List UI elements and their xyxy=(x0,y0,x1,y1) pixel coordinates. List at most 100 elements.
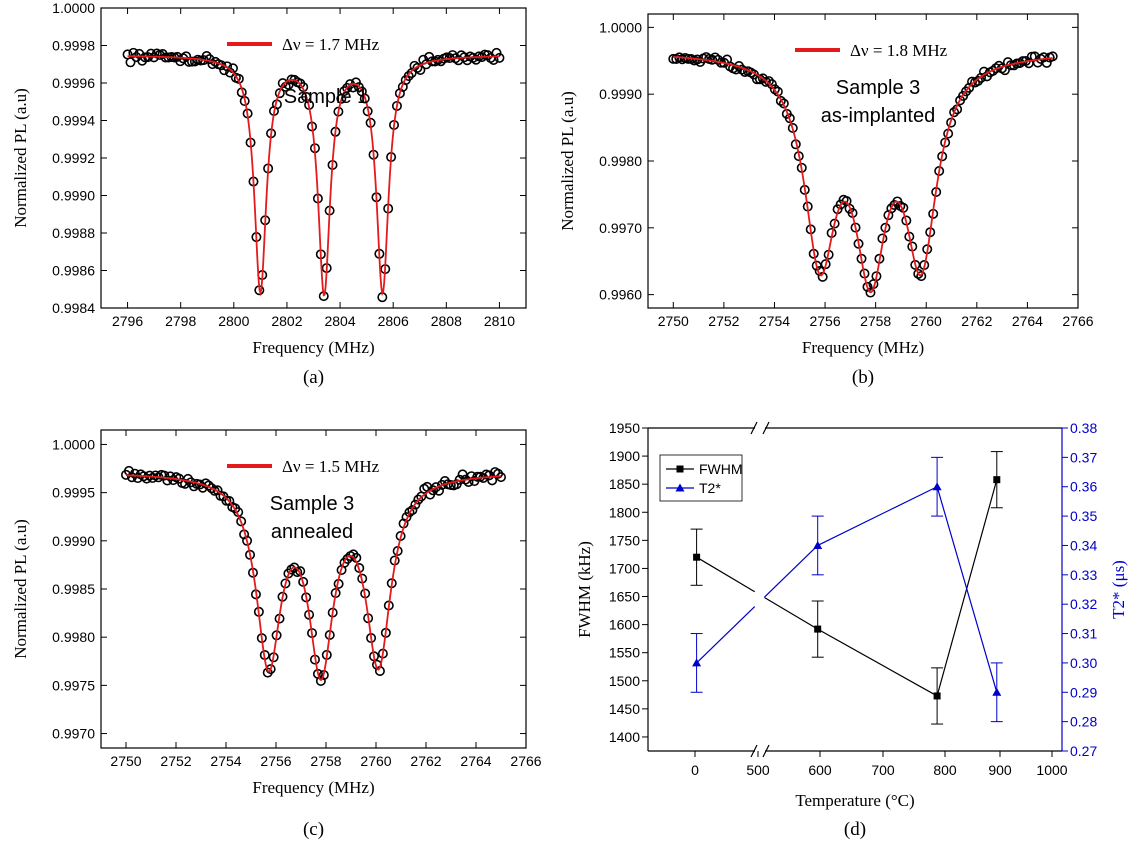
y2-tick-label: 0.36 xyxy=(1070,479,1097,495)
data-point xyxy=(993,476,1000,483)
y-axis-label: FWHM (kHz) xyxy=(575,541,594,638)
panel-label: (d) xyxy=(844,819,866,840)
x-tick-label: 2754 xyxy=(759,313,790,329)
y-tick-label: 1850 xyxy=(609,476,640,492)
series-line xyxy=(818,629,937,696)
y-tick-label: 0.9986 xyxy=(52,263,95,279)
x-tick-label: 600 xyxy=(808,762,832,778)
x-tick-label: 1000 xyxy=(1036,762,1067,778)
x-tick-label: 2808 xyxy=(431,313,462,329)
data-point xyxy=(814,626,821,633)
legend-label: T2* xyxy=(699,480,721,496)
y-tick-label: 0.9988 xyxy=(52,225,95,241)
y2-tick-label: 0.28 xyxy=(1070,714,1097,730)
data-point xyxy=(813,541,822,549)
resonance-panel-3: 2750 2752 2754 2756 2758 2760 2762 2764 27660.99… xyxy=(11,430,542,840)
y-tick-label: 1450 xyxy=(609,701,640,717)
sample-annotation: Sample 3 xyxy=(836,77,921,99)
y-tick-label: 1950 xyxy=(609,420,640,436)
legend-label: FWHM xyxy=(699,461,743,477)
y-tick-label: 1400 xyxy=(609,729,640,745)
y2-tick-label: 0.32 xyxy=(1070,596,1097,612)
y2-tick-label: 0.38 xyxy=(1070,420,1097,436)
x-tick-label: 2810 xyxy=(484,313,515,329)
legend-marker xyxy=(677,466,684,473)
x-tick-label: 2766 xyxy=(1062,313,1093,329)
y-axis-label: Normalized PL (a.u) xyxy=(558,91,577,231)
y-axis-label: Normalized PL (a.u) xyxy=(11,519,30,659)
y-tick-label: 1.0000 xyxy=(52,436,95,452)
y2-tick-label: 0.34 xyxy=(1070,537,1097,553)
data-point xyxy=(992,688,1001,696)
series-line xyxy=(697,557,755,592)
y-tick-label: 0.9992 xyxy=(52,150,95,166)
y-tick-label: 1550 xyxy=(609,645,640,661)
y2-tick-label: 0.31 xyxy=(1070,626,1097,642)
x-axis-label: Temperature (°C) xyxy=(795,791,914,810)
series-line xyxy=(764,545,817,597)
y-tick-label: 0.9990 xyxy=(52,188,95,204)
x-tick-label: 2752 xyxy=(160,753,191,769)
x-tick-label: 2806 xyxy=(378,313,409,329)
x-tick-label: 700 xyxy=(871,762,895,778)
resonance-panel-1: 2796 2798 2800 2802 2804 2806 2808 2810 0.9984 0.… xyxy=(11,0,526,388)
y-tick-label: 0.9998 xyxy=(52,38,95,54)
sample-annotation: as-implanted xyxy=(821,105,936,127)
x-tick-label: 0 xyxy=(691,762,699,778)
temperature-panel: 0 500 600 700 800 900 100014001450150015501600… xyxy=(575,420,1128,840)
legend-label: Δν = 1.7 MHz xyxy=(282,35,380,54)
y-tick-label: 1650 xyxy=(609,589,640,605)
data-point xyxy=(933,482,942,490)
legend: FWHM T2* xyxy=(660,455,743,501)
x-tick-label: 2760 xyxy=(911,313,942,329)
x-tick-label: 2760 xyxy=(360,753,391,769)
y-tick-label: 1700 xyxy=(609,560,640,576)
x-tick-label: 900 xyxy=(988,762,1012,778)
x-tick-label: 2750 xyxy=(658,313,689,329)
data-point xyxy=(693,554,700,561)
x-tick-label: 2756 xyxy=(809,313,840,329)
y-tick-label: 0.9970 xyxy=(599,220,642,236)
y-tick-label: 1.0000 xyxy=(599,19,642,35)
x-tick-label: 2796 xyxy=(112,313,143,329)
y2-axis-label: T2* (μs) xyxy=(1109,560,1128,619)
x-tick-label: 2766 xyxy=(510,753,541,769)
x-tick-label: 2800 xyxy=(218,313,249,329)
x-tick-label: 2764 xyxy=(460,753,491,769)
series-line xyxy=(818,487,937,546)
x-tick-label: 2804 xyxy=(324,313,355,329)
x-tick-label: 2758 xyxy=(310,753,341,769)
y-tick-label: 0.9960 xyxy=(599,287,642,303)
x-tick-label: 2762 xyxy=(961,313,992,329)
y-tick-label: 0.9995 xyxy=(52,485,95,501)
x-tick-label: 500 xyxy=(746,762,770,778)
y-tick-label: 0.9970 xyxy=(52,726,95,742)
x-tick-label: 2756 xyxy=(260,753,291,769)
y-tick-label: 0.9980 xyxy=(52,629,95,645)
x-tick-label: 2752 xyxy=(708,313,739,329)
y2-tick-label: 0.33 xyxy=(1070,567,1097,583)
y2-tick-label: 0.35 xyxy=(1070,508,1097,524)
x-axis-label: Frequency (MHz) xyxy=(252,338,374,357)
y-tick-label: 1500 xyxy=(609,673,640,689)
y-tick-label: 1750 xyxy=(609,532,640,548)
y-tick-label: 0.9985 xyxy=(52,581,95,597)
legend-label: Δν = 1.5 MHz xyxy=(282,457,380,476)
series-line xyxy=(697,607,755,663)
x-axis-label: Frequency (MHz) xyxy=(802,338,924,357)
y-tick-label: 0.9990 xyxy=(52,533,95,549)
data-point xyxy=(934,692,941,699)
x-tick-label: 2798 xyxy=(165,313,196,329)
y-tick-label: 1600 xyxy=(609,617,640,633)
y2-tick-label: 0.37 xyxy=(1070,449,1097,465)
y-axis-label: Normalized PL (a.u) xyxy=(11,88,30,228)
x-tick-label: 2750 xyxy=(110,753,141,769)
y2-tick-label: 0.30 xyxy=(1070,655,1097,671)
y-tick-label: 0.9996 xyxy=(52,75,95,91)
panel-label: (b) xyxy=(852,367,874,388)
x-tick-label: 2762 xyxy=(410,753,441,769)
x-tick-label: 2764 xyxy=(1012,313,1043,329)
panel-label: (a) xyxy=(303,367,324,388)
panel-label: (c) xyxy=(303,819,324,840)
